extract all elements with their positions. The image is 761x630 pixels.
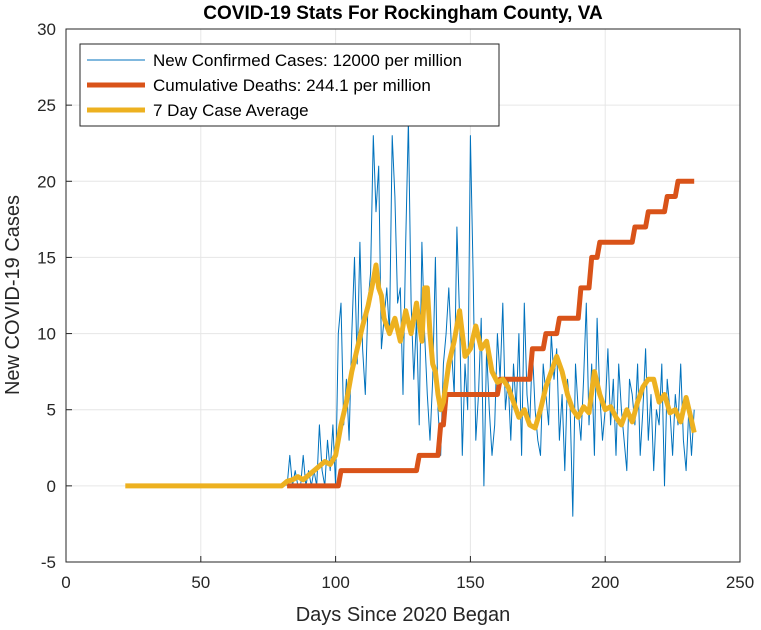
series-line-1: [286, 119, 695, 517]
plot-frame: [65, 28, 741, 563]
y-tick-label: 20: [37, 172, 56, 191]
y-axis-label: New COVID-19 Cases: [2, 195, 24, 395]
y-tick-label: 25: [37, 96, 56, 115]
chart-title: COVID-19 Stats For Rockingham County, VA: [203, 3, 603, 24]
legend-entry-2: Cumulative Deaths: 244.1 per million: [153, 76, 431, 95]
legend-entry-3: 7 Day Case Average: [153, 101, 309, 120]
x-tick-label: 50: [191, 573, 210, 592]
x-tick-label: 150: [456, 573, 484, 592]
y-tick-label: 5: [47, 401, 56, 420]
x-tick-label: 250: [726, 573, 754, 592]
axis-ticks: 0 50 100 150 200 250 -5 0 5 10 15 20 25 30: [37, 20, 754, 592]
y-tick-label: -5: [41, 553, 56, 572]
x-tick-label: 0: [61, 573, 70, 592]
legend-entry-1: New Confirmed Cases: 12000 per million: [153, 51, 462, 70]
y-tick-label: 15: [37, 248, 56, 267]
y-tick-label: 0: [47, 477, 56, 496]
y-tick-label: 30: [37, 20, 56, 39]
series-line-2: [287, 178, 695, 489]
series-line-3: [125, 262, 697, 489]
series-group: [125, 119, 697, 517]
x-tick-label: 100: [321, 573, 349, 592]
x-axis-label: Days Since 2020 Began: [296, 604, 511, 626]
x-tick-label: 200: [591, 573, 619, 592]
legend-box: [79, 43, 500, 127]
y-tick-label: 10: [37, 325, 56, 344]
legend: New Confirmed Cases: 12000 per million Cu…: [79, 43, 500, 127]
